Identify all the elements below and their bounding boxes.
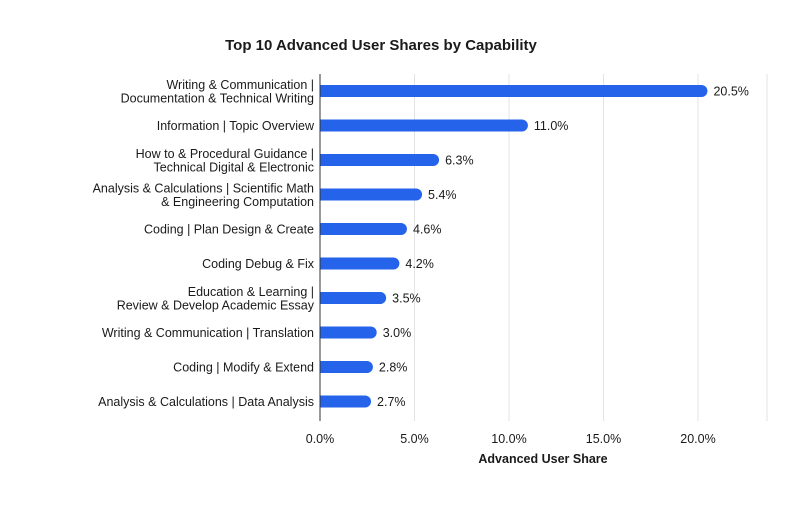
bar-base (320, 292, 332, 304)
bar-base (320, 154, 332, 166)
bar-base (320, 326, 332, 339)
bar-base (320, 223, 332, 235)
bar (320, 395, 372, 408)
category-label: Analysis & Calculations | Data Analysis (98, 395, 314, 409)
x-axis-title: Advanced User Share (478, 452, 607, 466)
bar (320, 188, 423, 201)
bar (320, 361, 373, 373)
category-label: & Engineering Computation (161, 195, 314, 209)
bar (320, 292, 387, 304)
bar-base (320, 119, 332, 132)
category-label: How to & Procedural Guidance | (136, 147, 314, 161)
bar-base (320, 395, 332, 408)
bar-base (320, 257, 332, 270)
category-label: Writing & Communication | (166, 78, 314, 92)
bar (320, 223, 407, 235)
bar (320, 85, 708, 97)
bar (320, 154, 440, 166)
value-label: 4.6% (413, 223, 442, 237)
value-label: 3.0% (383, 326, 412, 340)
category-label: Writing & Communication | Translation (102, 326, 314, 340)
value-label: 2.7% (377, 395, 406, 409)
category-label: Information | Topic Overview (157, 119, 315, 133)
value-labels: 20.5% 11.0% 6.3% 5.4% 4.6% 4.2% 3.5% 3.0% 2.8% 2.… (377, 85, 749, 410)
value-label: 5.4% (428, 188, 457, 202)
bar (320, 326, 377, 339)
chart-title: Top 10 Advanced User Shares by Capabilit… (225, 37, 537, 54)
bar (320, 119, 528, 132)
x-tick-label: 15.0% (586, 432, 621, 446)
category-label: Review & Develop Academic Essay (117, 298, 315, 312)
category-label: Coding | Modify & Extend (173, 361, 314, 375)
bar (320, 257, 400, 270)
value-label: 6.3% (445, 154, 474, 168)
bars (320, 85, 708, 408)
x-tick-label: 20.0% (680, 432, 715, 446)
bar-base (320, 188, 332, 201)
x-tick-label: 5.0% (400, 432, 429, 446)
category-label: Coding Debug & Fix (202, 257, 315, 271)
bar-base (320, 361, 332, 373)
value-label: 3.5% (392, 292, 421, 306)
category-label: Technical Digital & Electronic (154, 160, 315, 174)
category-label: Coding | Plan Design & Create (144, 223, 314, 237)
bar-base (320, 85, 332, 97)
x-tick-labels: 0.0% 5.0% 10.0% 15.0% 20.0% (306, 432, 716, 446)
value-label: 11.0% (534, 119, 569, 133)
category-labels: Writing & Communication |Documentation &… (93, 78, 315, 409)
x-tick-label: 10.0% (491, 432, 526, 446)
gridlines (414, 74, 768, 421)
value-label: 4.2% (405, 257, 434, 271)
category-label: Documentation & Technical Writing (121, 91, 314, 105)
value-label: 2.8% (379, 361, 408, 375)
value-label: 20.5% (713, 85, 748, 99)
category-label: Education & Learning | (188, 285, 314, 299)
category-label: Analysis & Calculations | Scientific Mat… (93, 181, 314, 195)
x-tick-label: 0.0% (306, 432, 335, 446)
